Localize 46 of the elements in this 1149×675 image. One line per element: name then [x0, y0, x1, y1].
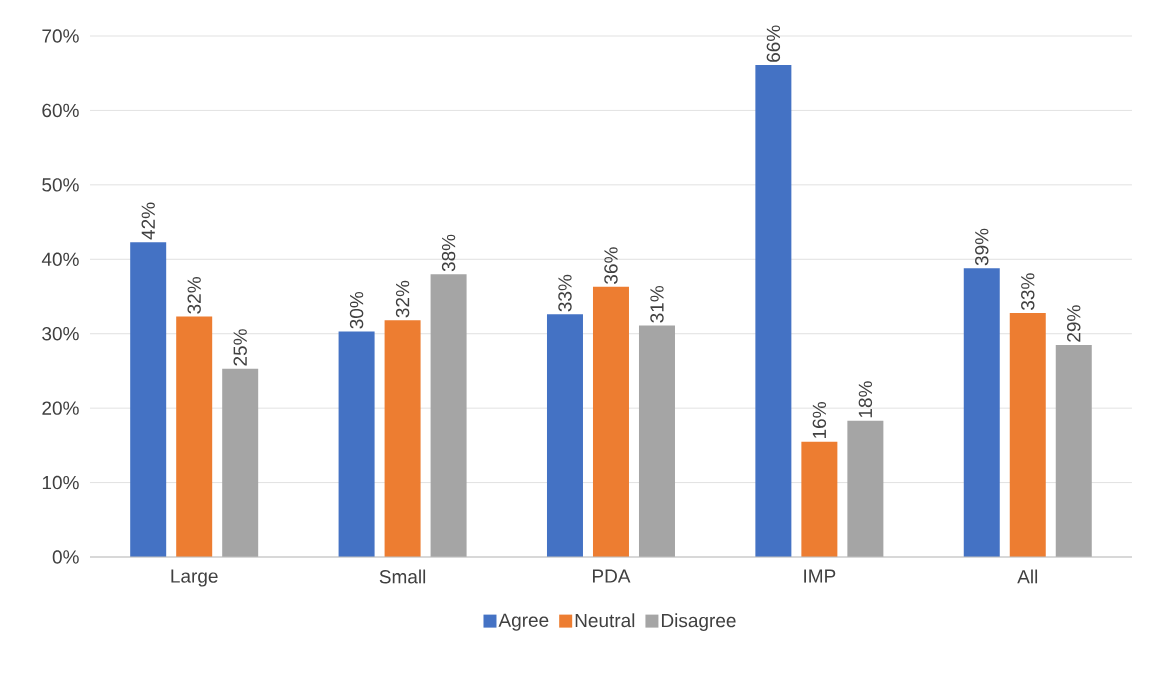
data-label: 30% — [349, 291, 364, 329]
bar — [338, 331, 375, 557]
data-label: 29% — [1067, 305, 1081, 342]
data-label: 39% — [975, 228, 989, 266]
bar — [847, 420, 884, 557]
x-tick-label: PDA — [593, 569, 631, 583]
data-label: 32% — [395, 280, 410, 318]
x-tick-label: Small — [379, 569, 426, 584]
bar — [130, 242, 167, 557]
y-tick-label: 10% — [42, 475, 79, 490]
legend-label: Neutral — [575, 613, 635, 628]
bar — [222, 368, 259, 557]
bar — [638, 325, 675, 557]
bar — [592, 286, 629, 557]
x-tick-label: Large — [171, 569, 218, 587]
bar — [801, 441, 838, 557]
y-tick-label: 60% — [42, 103, 79, 118]
data-label: 42% — [141, 202, 155, 240]
y-tick-label: 20% — [42, 401, 79, 415]
x-tick-label: All — [1017, 569, 1038, 584]
data-label: 36% — [604, 247, 618, 284]
y-tick-label: 50% — [42, 178, 79, 192]
bar — [176, 316, 213, 557]
x-tick-label: IMP — [804, 569, 836, 583]
legend-label: Agree — [498, 613, 549, 631]
bar — [1055, 344, 1092, 557]
data-label: 38% — [441, 234, 456, 272]
data-label: 31% — [650, 285, 664, 323]
data-label: 16% — [812, 402, 827, 438]
bar — [430, 274, 467, 557]
data-label: 33% — [558, 274, 572, 312]
data-label: 18% — [858, 381, 873, 418]
bar — [963, 268, 1000, 557]
data-label: 32% — [187, 277, 201, 314]
y-tick-label: 30% — [42, 326, 79, 341]
data-label: 33% — [1021, 273, 1035, 310]
bar — [546, 314, 583, 557]
bar — [755, 65, 792, 557]
data-label: 25% — [233, 329, 247, 366]
y-tick-label: 70% — [42, 29, 79, 43]
data-label: 66% — [766, 25, 781, 62]
bar — [1009, 312, 1046, 557]
y-tick-label: 0% — [52, 550, 79, 564]
bar — [384, 320, 421, 557]
y-tick-label: 40% — [41, 252, 79, 267]
legend-label: Disagree — [661, 613, 736, 632]
